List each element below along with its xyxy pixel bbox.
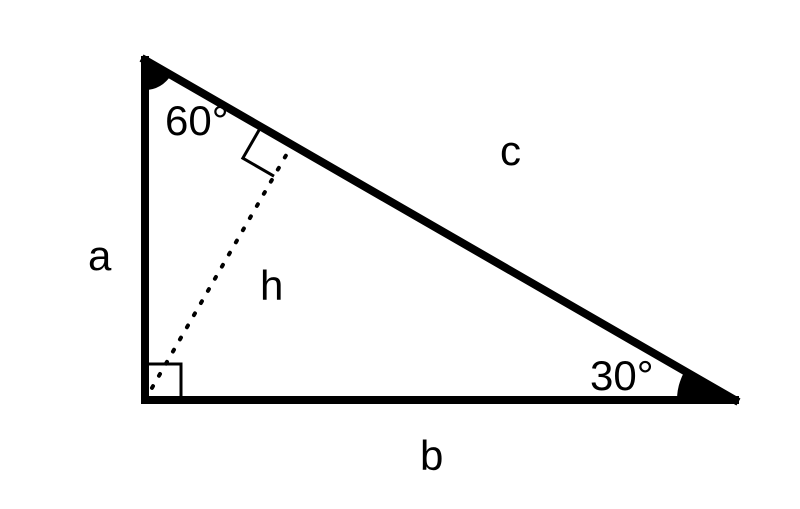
label-angle-30: 30°: [590, 352, 654, 399]
angle-arc-30: [677, 371, 735, 400]
label-b: b: [420, 432, 443, 479]
right-angle-marker-origin: [145, 364, 181, 400]
label-c: c: [500, 127, 521, 174]
label-angle-60: 60°: [165, 97, 229, 144]
side-c: [145, 60, 735, 400]
label-h: h: [260, 262, 283, 309]
label-a: a: [88, 232, 112, 279]
